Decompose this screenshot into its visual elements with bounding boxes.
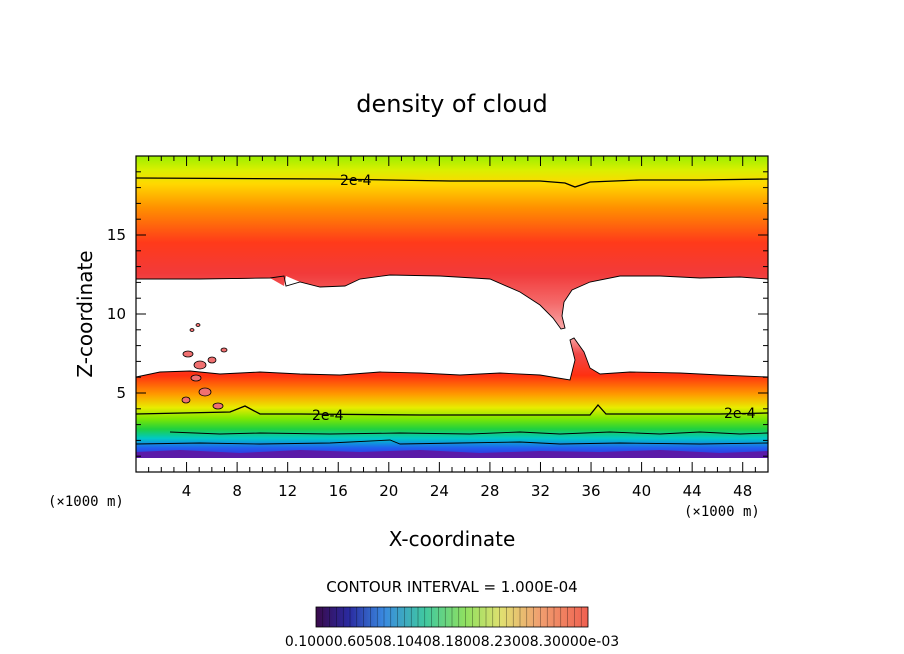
y-axis-ticks: 5 10 15 <box>107 171 768 457</box>
x-tick-label: 12 <box>278 482 297 500</box>
x-tick-label: 32 <box>531 482 550 500</box>
x-tick-label: 28 <box>480 482 499 500</box>
y-tick-label: 10 <box>107 305 126 323</box>
contour-label-upper: 2e-4 <box>340 173 372 189</box>
y-tick-label: 15 <box>107 226 126 244</box>
x-axis-ticks: 4 8 12 16 20 24 28 32 36 40 44 48 <box>148 156 756 500</box>
contour-upper-2e-4 <box>136 177 768 188</box>
x-axis-title: X-coordinate <box>389 527 516 551</box>
x-tick-label: 24 <box>430 482 449 500</box>
x-tick-label: 36 <box>581 482 600 500</box>
x-tick-label: 40 <box>632 482 651 500</box>
contour-label-right: 2e-4 <box>724 406 756 422</box>
x-unit-right: (×1000 m) <box>684 504 760 520</box>
cloud-fragments <box>181 323 228 410</box>
contour-green-band <box>169 431 768 435</box>
x-tick-label: 44 <box>683 482 702 500</box>
x-tick-label: 20 <box>379 482 398 500</box>
y-tick-label: 5 <box>116 384 126 402</box>
contour-blue-band <box>136 439 768 445</box>
x-tick-label: 8 <box>232 482 242 500</box>
plot-area <box>136 156 768 472</box>
contour-lower-2e-4 <box>136 403 768 416</box>
contour-lower-edge <box>136 337 768 381</box>
contour-interval-text: CONTOUR INTERVAL = 1.000E-04 <box>326 578 577 596</box>
x-unit-left: (×1000 m) <box>48 494 124 510</box>
colorbar: 0.10000.60508.10408.18008.23008.30000e-0… <box>285 606 619 650</box>
contour-upper-edge <box>136 274 768 330</box>
below-cloud-white <box>136 458 768 472</box>
x-tick-label: 16 <box>329 482 348 500</box>
x-tick-label: 48 <box>733 482 752 500</box>
x-tick-label: 4 <box>182 482 192 500</box>
colorbar-dividers <box>322 607 582 627</box>
contour-label-lower: 2e-4 <box>312 408 344 424</box>
chart-title: density of cloud <box>356 90 547 118</box>
colorbar-label: 0.10000.60508.10408.18008.23008.30000e-0… <box>285 634 619 650</box>
lower-cloud-band <box>136 338 768 472</box>
y-axis-title: Z-coordinate <box>73 250 97 377</box>
upper-cloud-band <box>136 156 768 329</box>
